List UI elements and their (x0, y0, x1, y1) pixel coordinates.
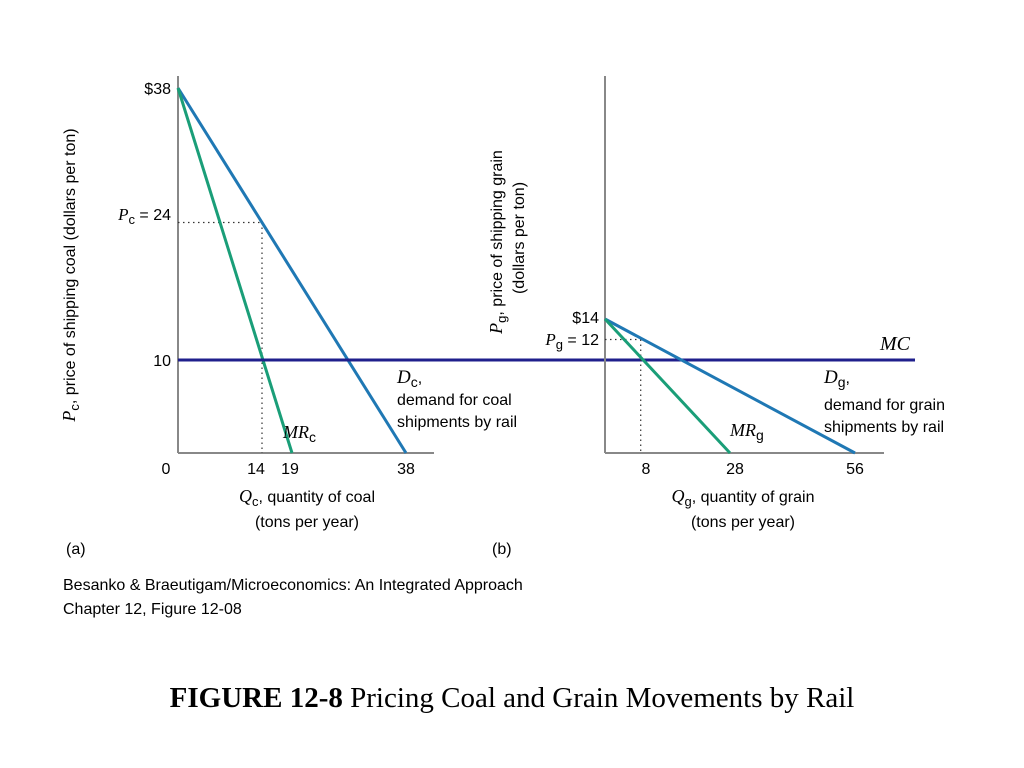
panel-b-price-label: Pg = 12 (544, 330, 599, 352)
panel-a-letter: (a) (66, 541, 86, 558)
panel-a-y-axis-label: Pc, price of shipping coal (dollars per … (59, 128, 82, 422)
panel-b-demand-line (604, 317, 856, 455)
panel-a-demand-description-2: shipments by rail (397, 414, 517, 431)
figure-title: FIGURE 12-8 Pricing Coal and Grain Movem… (0, 682, 1024, 715)
credit-line-1: Besanko & Braeutigam/Microeconomics: An … (63, 577, 523, 594)
panel-a-x-tick-14: 14 (247, 461, 265, 478)
credit-line-2: Chapter 12, Figure 12-08 (63, 601, 242, 618)
panel-b-x-tick-56: 56 (846, 461, 864, 478)
panel-b-marginal-revenue-label: MRg (729, 420, 764, 443)
panel-a-price-label: Pc = 24 (117, 205, 171, 227)
panel-a-x-tick-19: 19 (281, 461, 299, 478)
marginal-cost-label: MC (879, 333, 911, 355)
panel-a-x-tick-38: 38 (397, 461, 415, 478)
panel-a-y-tick-38: $38 (144, 81, 171, 98)
panel-b-y-axis-label-units: (dollars per ton) (511, 182, 528, 294)
panel-a-y-tick-10: 10 (153, 353, 171, 370)
panel-b-x-axis-label-units: (tons per year) (691, 514, 795, 531)
panel-a-x-axis-label: Qc, quantity of coal (239, 486, 375, 509)
panel-b: $14 Pg = 12 8 28 56 Qg, quantity of grai… (486, 76, 945, 558)
panel-a-marginal-revenue-line (176, 87, 294, 454)
panel-b-y-tick-14: $14 (572, 310, 599, 327)
panel-a: $38 10 Pc = 24 0 14 19 38 Qc, quantity o… (59, 76, 517, 558)
panel-b-demand-description-2: shipments by rail (824, 419, 944, 436)
panel-a-demand-label: Dc, (396, 367, 422, 390)
figure-caption: Pricing Coal and Grain Movements by Rail (342, 682, 855, 714)
panel-b-demand-description-1: demand for grain (824, 397, 945, 414)
panel-b-x-tick-28: 28 (726, 461, 744, 478)
panel-b-marginal-revenue-line (603, 317, 732, 455)
panel-b-x-axis-label: Qg, quantity of grain (672, 486, 815, 509)
panel-b-demand-label: Dg, (823, 367, 850, 390)
panel-a-marginal-revenue-label: MRc (282, 422, 316, 445)
panel-b-letter: (b) (492, 541, 512, 558)
panel-b-y-axis-label: Pg, price of shipping grain (486, 150, 509, 335)
panel-a-x-axis-label-units: (tons per year) (255, 514, 359, 531)
panel-b-x-tick-8: 8 (642, 461, 651, 478)
figure-number: FIGURE 12-8 (169, 682, 343, 714)
panel-a-x-tick-0: 0 (162, 461, 171, 478)
panel-a-demand-line (176, 87, 408, 454)
panel-a-demand-description-1: demand for coal (397, 392, 512, 409)
